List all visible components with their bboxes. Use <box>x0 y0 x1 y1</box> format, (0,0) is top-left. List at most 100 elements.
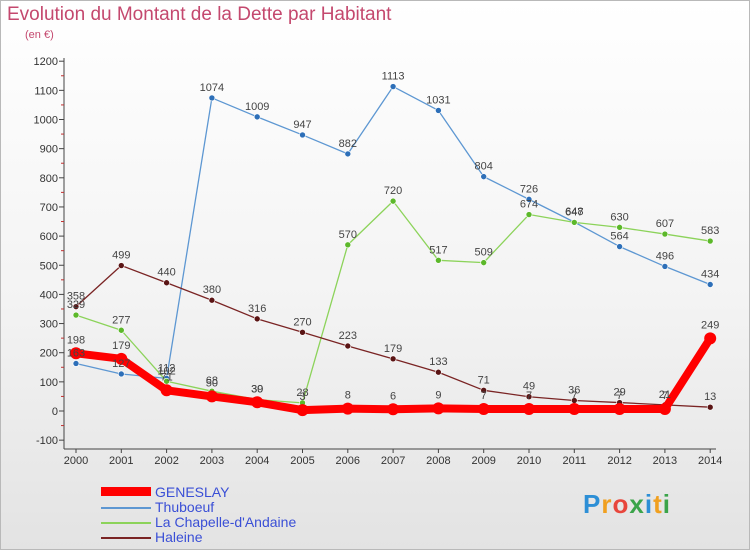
y-tick-label: 900 <box>40 144 58 156</box>
data-label-haleine: 380 <box>203 284 221 296</box>
data-point-geneslay <box>251 396 264 409</box>
data-point-haleine <box>435 368 442 376</box>
x-tick-label: 2009 <box>471 455 495 467</box>
data-point-haleine <box>208 296 216 304</box>
data-label-la-chapelle-d-andaine: 570 <box>339 229 357 241</box>
data-point-thuboeuf <box>208 94 216 102</box>
data-label-la-chapelle-d-andaine: 674 <box>520 199 538 211</box>
data-label-thuboeuf: 1009 <box>245 101 269 113</box>
data-label-la-chapelle-d-andaine: 509 <box>475 247 493 259</box>
x-tick-label: 2008 <box>426 455 450 467</box>
data-label-geneslay: 50 <box>206 377 218 389</box>
chart-unit-label: (en €) <box>25 29 54 41</box>
data-label-geneslay: 7 <box>662 390 668 402</box>
data-label-haleine: 440 <box>157 267 175 279</box>
legend-swatch-la-chapelle-d-andaine <box>101 522 151 524</box>
x-tick-label: 2003 <box>200 455 224 467</box>
data-point-la-chapelle-d-andaine <box>163 377 170 385</box>
data-point-haleine <box>480 387 488 394</box>
data-point-thuboeuf <box>435 107 442 114</box>
logo-letter-o: o <box>612 489 630 519</box>
data-label-geneslay: 6 <box>390 390 396 402</box>
data-label-geneslay: 7 <box>571 390 577 402</box>
data-label-la-chapelle-d-andaine: 607 <box>656 218 674 230</box>
data-point-geneslay <box>523 402 535 415</box>
data-point-thuboeuf <box>253 113 261 121</box>
data-point-thuboeuf <box>118 370 125 378</box>
chart-legend: GENESLAY Thuboeuf La Chapelle-d'Andaine … <box>101 484 361 545</box>
data-label-thuboeuf: 648 <box>565 206 583 218</box>
data-label-thuboeuf: 947 <box>293 119 311 131</box>
x-tick-label: 2007 <box>381 455 405 467</box>
chart-axes: -100 0 100 200 300 400 500 600 700 800 900 1000 1100… <box>34 56 723 467</box>
data-point-geneslay <box>296 404 309 417</box>
chart-series <box>70 83 717 417</box>
data-point-thuboeuf <box>299 131 306 139</box>
data-point-geneslay <box>205 390 218 403</box>
data-label-thuboeuf: 1113 <box>382 71 405 83</box>
data-label-thuboeuf: 882 <box>339 138 357 150</box>
legend-item-haleine: Haleine <box>101 529 361 545</box>
proxiti-logo: Proxiti <box>583 489 671 520</box>
data-point-thuboeuf <box>480 173 488 180</box>
y-tick-label: 300 <box>40 319 58 331</box>
y-tick-label: 500 <box>40 260 58 272</box>
data-label-geneslay: 7 <box>481 390 487 402</box>
logo-letter-x: x <box>629 489 645 519</box>
data-label-thuboeuf: 1074 <box>200 82 224 94</box>
chart-title: Evolution du Montant de la Dette par Hab… <box>7 4 392 25</box>
data-label-la-chapelle-d-andaine: 39 <box>251 384 263 396</box>
data-label-geneslay: 198 <box>67 334 85 346</box>
data-point-la-chapelle-d-andaine <box>570 219 578 226</box>
data-point-thuboeuf <box>525 196 533 203</box>
y-tick-label: 600 <box>40 231 58 243</box>
data-point-haleine <box>389 355 397 363</box>
data-point-haleine <box>253 315 261 323</box>
data-point-la-chapelle-d-andaine <box>118 326 125 334</box>
y-tick-label: 200 <box>40 348 58 360</box>
data-point-geneslay <box>160 384 173 397</box>
x-tick-label: 2001 <box>109 455 133 467</box>
logo-letter-i2: i <box>662 489 671 519</box>
data-point-haleine <box>163 279 170 287</box>
x-tick-label: 2005 <box>290 455 314 467</box>
data-label-la-chapelle-d-andaine: 102 <box>157 365 175 377</box>
chart-data-labels: 163 127 112 1074 1009 947 882 1113 1031 804 726 648… <box>67 71 720 404</box>
data-label-geneslay: 3 <box>299 391 305 403</box>
data-point-la-chapelle-d-andaine <box>72 311 80 319</box>
data-label-thuboeuf: 127 <box>112 358 130 370</box>
data-label-haleine: 223 <box>339 330 357 342</box>
data-point-geneslay <box>704 332 717 345</box>
x-tick-label: 2014 <box>698 455 722 467</box>
legend-label-thuboeuf: Thuboeuf <box>155 499 215 515</box>
y-tick-label: 400 <box>40 289 58 301</box>
x-tick-label: 2010 <box>517 455 541 467</box>
y-tick-label: -100 <box>36 435 58 447</box>
data-label-geneslay: 179 <box>112 340 130 352</box>
y-tick-label: 700 <box>40 202 58 214</box>
data-label-haleine: 13 <box>704 391 716 403</box>
data-point-geneslay <box>70 347 82 360</box>
data-label-haleine: 29 <box>613 387 625 399</box>
data-label-haleine: 49 <box>523 381 535 393</box>
data-point-haleine <box>344 342 352 350</box>
data-label-geneslay: 7 <box>617 390 623 402</box>
data-label-geneslay: 8 <box>345 390 351 402</box>
data-label-la-chapelle-d-andaine: 68 <box>206 375 218 387</box>
data-label-la-chapelle-d-andaine: 720 <box>384 185 402 197</box>
data-label-thuboeuf: 496 <box>656 250 674 262</box>
data-point-geneslay <box>568 402 581 415</box>
data-label-haleine: 316 <box>248 303 266 315</box>
x-tick-label: 2004 <box>245 455 269 467</box>
x-tick-label: 2011 <box>562 455 586 467</box>
data-label-geneslay: 71 <box>160 371 172 383</box>
legend-item-geneslay: GENESLAY <box>101 484 361 500</box>
data-point-thuboeuf <box>389 83 397 90</box>
data-point-la-chapelle-d-andaine <box>435 256 442 264</box>
legend-swatch-haleine <box>101 537 151 539</box>
legend-item-la-chapelle-d-andaine: La Chapelle-d'Andaine <box>101 514 361 530</box>
legend-label-geneslay: GENESLAY <box>155 484 230 500</box>
data-label-haleine: 71 <box>478 374 490 386</box>
data-label-geneslay: 9 <box>435 389 441 401</box>
